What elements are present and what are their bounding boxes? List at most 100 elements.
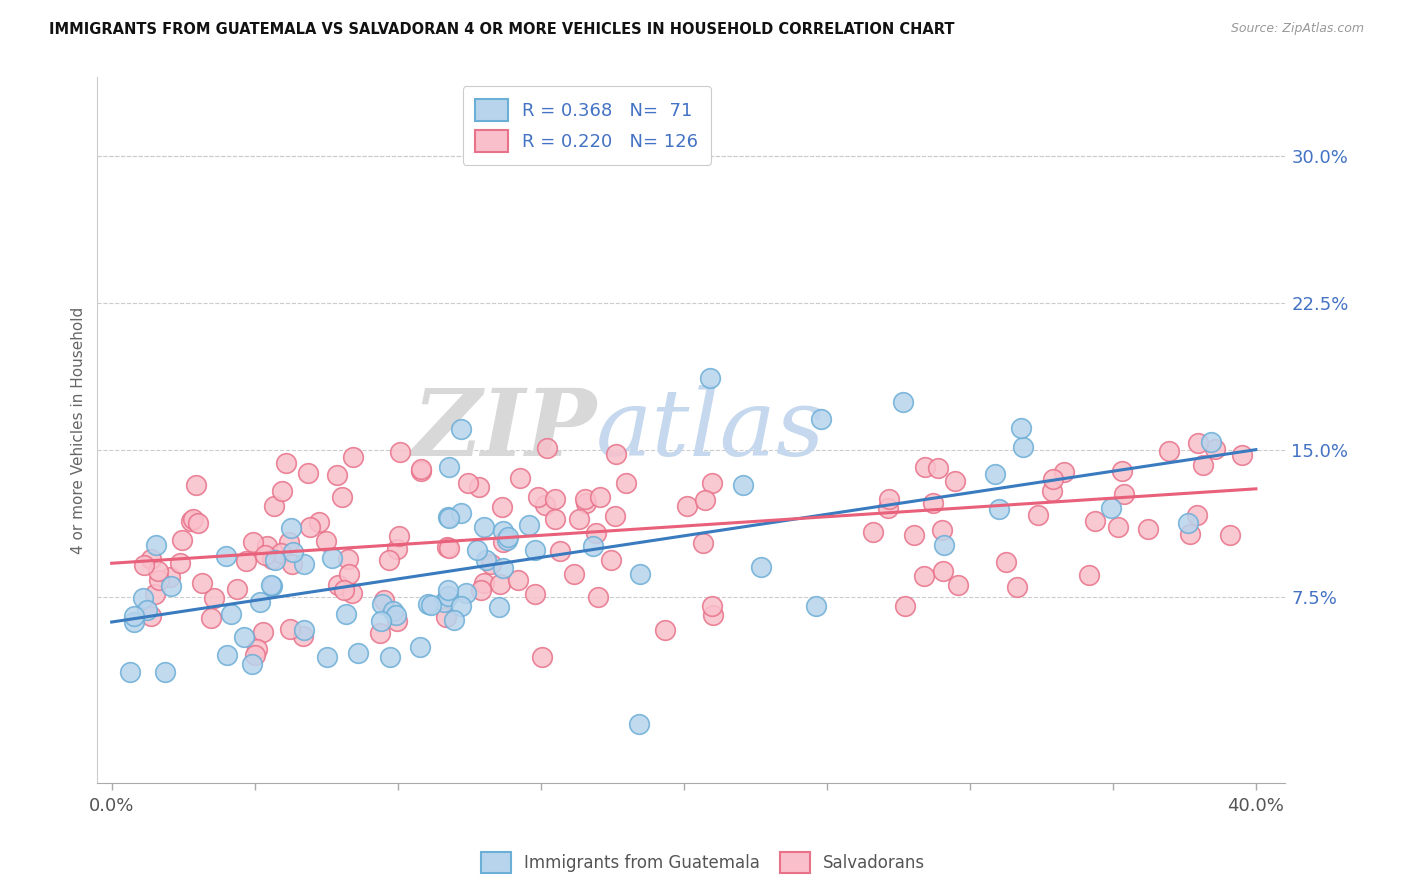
Point bbox=[335, 607, 357, 622]
Point bbox=[628, 717, 651, 731]
Point bbox=[219, 607, 242, 621]
Point bbox=[585, 526, 607, 541]
Point bbox=[523, 586, 546, 600]
Point bbox=[434, 609, 457, 624]
Point bbox=[437, 589, 460, 603]
Point bbox=[491, 500, 513, 515]
Point bbox=[292, 623, 315, 637]
Point bbox=[692, 535, 714, 549]
Point bbox=[346, 646, 368, 660]
Point bbox=[450, 507, 472, 521]
Point bbox=[614, 475, 637, 490]
Point bbox=[1137, 522, 1160, 536]
Point bbox=[278, 622, 301, 636]
Point bbox=[498, 530, 520, 544]
Point bbox=[122, 609, 145, 624]
Point bbox=[804, 599, 827, 613]
Point bbox=[1178, 527, 1201, 541]
Point bbox=[492, 561, 515, 575]
Point bbox=[281, 558, 304, 572]
Point bbox=[932, 564, 955, 578]
Point bbox=[263, 553, 285, 567]
Point bbox=[987, 502, 1010, 516]
Point bbox=[281, 545, 304, 559]
Point bbox=[143, 587, 166, 601]
Point bbox=[575, 496, 598, 510]
Point bbox=[139, 552, 162, 566]
Point bbox=[337, 566, 360, 581]
Point bbox=[233, 630, 256, 644]
Point bbox=[308, 516, 330, 530]
Point bbox=[278, 535, 301, 549]
Point bbox=[253, 548, 276, 562]
Point bbox=[381, 604, 404, 618]
Point bbox=[370, 614, 392, 628]
Point bbox=[536, 441, 558, 455]
Point bbox=[1187, 435, 1209, 450]
Point bbox=[436, 583, 458, 598]
Point bbox=[995, 556, 1018, 570]
Point bbox=[437, 541, 460, 555]
Point bbox=[457, 476, 479, 491]
Point bbox=[1084, 515, 1107, 529]
Point bbox=[582, 539, 605, 553]
Point bbox=[544, 512, 567, 526]
Point bbox=[733, 478, 755, 492]
Point bbox=[470, 583, 492, 598]
Point bbox=[183, 512, 205, 526]
Point bbox=[876, 501, 898, 516]
Point bbox=[496, 533, 519, 547]
Point bbox=[506, 573, 529, 587]
Point bbox=[385, 542, 408, 557]
Point bbox=[509, 471, 531, 485]
Point bbox=[1177, 516, 1199, 531]
Point bbox=[465, 542, 488, 557]
Point bbox=[450, 599, 472, 613]
Point bbox=[700, 475, 723, 490]
Y-axis label: 4 or more Vehicles in Household: 4 or more Vehicles in Household bbox=[72, 307, 86, 554]
Point bbox=[159, 569, 181, 583]
Point bbox=[1011, 440, 1033, 454]
Point bbox=[586, 590, 609, 604]
Point bbox=[371, 597, 394, 611]
Point bbox=[136, 603, 159, 617]
Point bbox=[544, 491, 567, 506]
Point bbox=[436, 540, 458, 554]
Point bbox=[378, 552, 401, 566]
Point bbox=[200, 610, 222, 624]
Point bbox=[810, 412, 832, 426]
Point bbox=[603, 509, 626, 524]
Point bbox=[132, 558, 155, 573]
Point bbox=[468, 480, 491, 494]
Point bbox=[914, 460, 936, 475]
Point bbox=[1005, 580, 1028, 594]
Point bbox=[439, 510, 461, 524]
Point bbox=[605, 447, 627, 461]
Point bbox=[1230, 448, 1253, 462]
Point bbox=[934, 538, 956, 552]
Point bbox=[436, 510, 458, 524]
Point bbox=[1053, 465, 1076, 479]
Point bbox=[262, 552, 284, 566]
Point bbox=[472, 576, 495, 591]
Point bbox=[342, 586, 364, 600]
Point bbox=[315, 534, 337, 549]
Point bbox=[600, 553, 623, 567]
Point bbox=[180, 514, 202, 528]
Point bbox=[912, 569, 935, 583]
Point bbox=[492, 535, 515, 549]
Point bbox=[326, 577, 349, 591]
Point bbox=[893, 395, 915, 409]
Point bbox=[408, 640, 430, 654]
Point bbox=[628, 566, 651, 581]
Point bbox=[297, 466, 319, 480]
Point bbox=[169, 556, 191, 570]
Point bbox=[249, 595, 271, 609]
Point bbox=[291, 629, 314, 643]
Point bbox=[1042, 472, 1064, 486]
Point bbox=[240, 657, 263, 671]
Point bbox=[517, 517, 540, 532]
Text: Source: ZipAtlas.com: Source: ZipAtlas.com bbox=[1230, 22, 1364, 36]
Point bbox=[1192, 458, 1215, 472]
Point bbox=[1010, 421, 1032, 435]
